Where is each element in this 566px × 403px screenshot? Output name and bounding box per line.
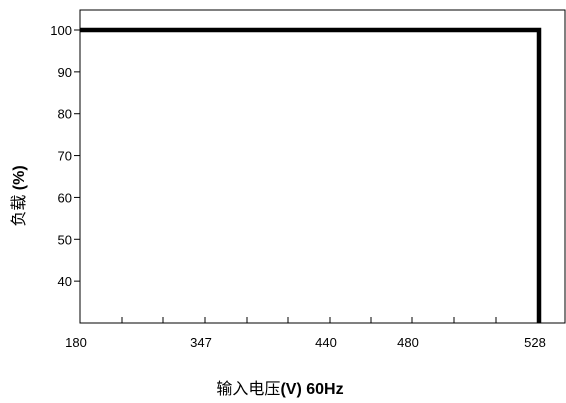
x-tick-label: 180	[65, 335, 87, 350]
x-tick-label: 440	[315, 335, 337, 350]
x-axis-title-unit: (V) 60Hz	[280, 381, 343, 398]
y-tick-label: 70	[58, 149, 72, 164]
y-tick-label: 80	[58, 107, 72, 122]
y-tick-label: 50	[58, 232, 72, 247]
y-axis-title-text: 负载	[10, 195, 28, 227]
x-tick-label: 528	[524, 335, 546, 350]
plot-frame	[79, 9, 566, 324]
y-tick-label: 100	[50, 23, 72, 38]
series-line	[80, 27, 542, 323]
x-tick-label: 480	[397, 335, 419, 350]
y-tick-label: 60	[58, 190, 72, 205]
y-tick-label: 40	[58, 274, 72, 289]
y-axis-title-unit: (%)	[11, 165, 28, 190]
series-group	[80, 27, 542, 323]
y-axis-ticks: 40 50 60 70 80 90 100	[50, 23, 80, 289]
x-axis-ticks: 180 347 440 480 528	[65, 317, 546, 350]
x-tick-label: 347	[190, 335, 212, 350]
x-axis-title: 输入电压(V) 60Hz	[216, 380, 343, 398]
x-axis-title-text: 输入电压	[216, 380, 280, 398]
y-tick-label: 90	[58, 65, 72, 80]
y-axis-title: 负载 (%)	[10, 165, 28, 226]
